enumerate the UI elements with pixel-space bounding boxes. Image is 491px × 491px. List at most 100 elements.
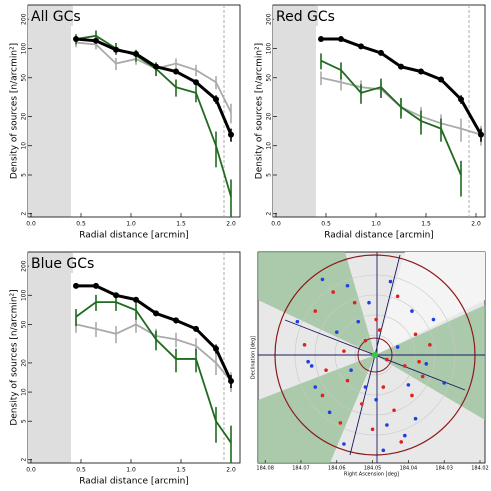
point [334,330,339,334]
title-box [29,6,73,26]
y-tick-label: 20 [266,112,273,120]
x-tick-label: 0.0 [26,221,36,228]
point [458,96,464,103]
x-tick-label: 1.5 [176,221,186,228]
point [342,442,346,446]
point [410,309,414,313]
y-tick-label: 10 [21,142,28,150]
y-axis-label: Density of sources [n/arcmin²] [255,43,265,179]
y-tick-label: 50 [21,320,28,328]
point [410,393,414,398]
y-tick-label: 5 [266,173,273,177]
y-axis-label: Density of sources [n/arcmin²] [10,289,20,425]
x-tick-label: 184.02 [471,466,489,472]
y-tick-label: 10 [21,388,28,396]
point [313,385,318,389]
point [306,359,310,364]
point [363,385,368,389]
point [392,408,396,413]
map-decoration [257,251,486,464]
x-tick-label: 0.0 [271,221,281,228]
point [320,393,325,398]
point [113,46,119,53]
x-tick-label: 184.08 [256,466,274,472]
point [153,63,159,70]
point [113,292,119,299]
point [173,317,179,324]
point [228,378,234,385]
point [381,385,386,389]
point [370,427,375,432]
panel-title: Blue GCs [31,256,94,272]
point [73,36,79,43]
x-tick-label: 2.0 [471,221,481,228]
point [431,317,436,322]
y-tick-label: 100 [21,43,28,55]
point [320,277,325,282]
point [193,325,199,332]
point [133,296,139,303]
y-tick-label: 20 [21,359,28,367]
point [302,343,307,347]
point [349,368,353,372]
point [385,423,389,427]
point [327,410,332,415]
y-tick-label: 2 [266,212,273,216]
point [442,381,446,385]
y-tick-label: 200 [266,13,273,25]
y-tick-label: 5 [21,419,28,423]
point [93,37,99,44]
y-tick-label: 2 [21,458,28,462]
y-axis-label: Density of sources [n/arcmin²] [10,43,20,179]
x-axis-label: Radial distance [arcmin] [324,231,434,241]
x-tick-label: 0.5 [76,467,86,474]
point [213,345,219,352]
x-tick-label: 2.0 [226,221,236,228]
x-tick-label: 0.0 [26,467,36,474]
point [367,300,371,305]
point [295,319,300,324]
point [388,279,393,284]
point [398,63,404,70]
x-axis-label: Radial distance [arcmin] [79,231,189,241]
point [374,317,378,322]
y-tick-label: 2 [21,212,28,216]
point [133,50,139,57]
point [424,362,429,366]
point [153,310,159,317]
point [438,76,444,83]
point [399,440,404,444]
point [331,290,335,294]
x-tick-label: 184.05 [364,466,382,472]
y-tick-label: 5 [21,173,28,177]
y-tick-label: 100 [21,289,28,301]
point [418,68,424,75]
excluded-region [273,5,316,217]
y-tick-label: 100 [266,43,273,55]
point [478,131,484,138]
x-tick-label: 1.5 [176,467,186,474]
point [402,433,407,438]
x-tick-label: 184.06 [328,466,346,472]
point [417,359,421,364]
x-tick-label: 1.0 [371,221,381,228]
point [73,282,79,289]
map-wedge [375,252,485,355]
point [228,131,234,138]
point [338,36,344,43]
excluded-region [28,252,71,463]
excluded-region [28,5,71,217]
x-tick-label: 2.0 [226,467,236,474]
x-tick-label: 184.03 [435,466,453,472]
point [395,345,400,349]
point [420,374,425,379]
point [363,338,368,343]
point [352,300,357,305]
center-mark [372,352,378,358]
point [385,357,389,362]
title-box [274,6,318,26]
point [374,397,378,402]
point [381,448,386,453]
x-tick-label: 1.0 [126,221,136,228]
point [406,383,411,387]
